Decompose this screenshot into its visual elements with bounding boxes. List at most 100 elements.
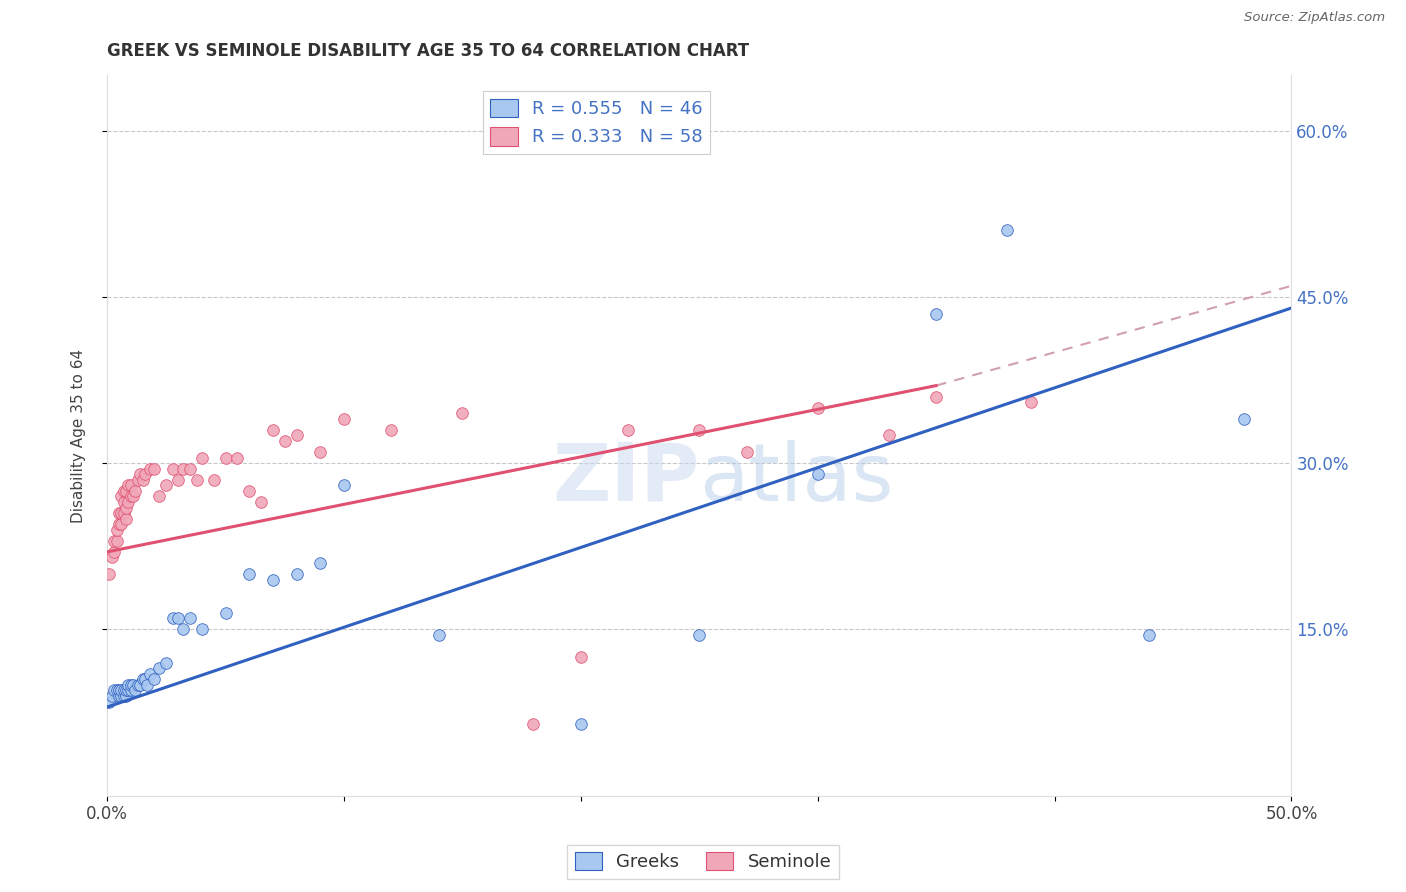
Point (172, 623, 194, 637)
Point (688, 628, 710, 642)
Point (129, 678, 152, 692)
Point (1137, 628, 1160, 642)
Point (238, 567, 260, 582)
Point (274, 434, 297, 448)
Point (262, 423, 284, 437)
Point (138, 666, 160, 681)
Point (522, 716, 544, 731)
Point (98, 567, 121, 582)
Point (333, 412, 356, 426)
Point (120, 678, 142, 692)
Point (226, 450, 249, 465)
Point (115, 511, 138, 525)
Point (735, 445, 758, 459)
Point (285, 428, 308, 442)
Point (250, 495, 273, 509)
Point (120, 478, 142, 492)
Point (143, 673, 166, 687)
Point (155, 478, 177, 492)
Point (380, 423, 402, 437)
Point (115, 500, 138, 515)
Point (122, 490, 145, 504)
Point (105, 523, 128, 537)
Point (108, 689, 131, 703)
Point (120, 490, 142, 504)
Point (202, 473, 225, 487)
Point (103, 533, 125, 548)
Point (569, 716, 592, 731)
Point (105, 683, 128, 698)
Point (162, 611, 184, 625)
Point (131, 673, 153, 687)
Legend: Greeks, Seminole: Greeks, Seminole (568, 845, 838, 879)
Point (143, 461, 166, 475)
Text: Source: ZipAtlas.com: Source: ZipAtlas.com (1244, 11, 1385, 24)
Point (108, 517, 131, 532)
Point (186, 473, 208, 487)
Legend: R = 0.555   N = 46, R = 0.333   N = 58: R = 0.555 N = 46, R = 0.333 N = 58 (484, 92, 710, 153)
Point (148, 490, 170, 504)
Point (112, 683, 135, 698)
Point (112, 689, 135, 703)
Point (191, 623, 214, 637)
Point (108, 506, 131, 520)
Point (101, 550, 124, 565)
Point (155, 656, 177, 670)
Point (136, 678, 159, 692)
Point (214, 606, 236, 620)
Point (807, 467, 830, 482)
Point (108, 683, 131, 698)
Point (925, 390, 948, 404)
Text: atlas: atlas (699, 440, 894, 517)
Point (569, 650, 592, 665)
Point (148, 661, 170, 675)
Point (105, 533, 128, 548)
Point (117, 478, 139, 492)
Point (238, 483, 260, 498)
Point (134, 467, 156, 482)
Point (110, 490, 132, 504)
Point (112, 495, 135, 509)
Point (167, 473, 190, 487)
Point (995, 223, 1018, 237)
Point (103, 545, 125, 559)
Point (112, 506, 135, 520)
Point (427, 628, 450, 642)
Point (98, 694, 121, 708)
Point (451, 406, 474, 420)
Point (112, 483, 135, 498)
Point (172, 461, 194, 475)
Point (127, 678, 149, 692)
Point (191, 450, 214, 465)
Point (309, 445, 332, 459)
Point (877, 428, 900, 442)
Point (309, 556, 332, 570)
Point (110, 517, 132, 532)
Point (117, 683, 139, 698)
Point (129, 467, 152, 482)
Point (134, 673, 156, 687)
Point (285, 567, 308, 582)
Point (617, 423, 640, 437)
Point (1019, 395, 1042, 409)
Point (110, 506, 132, 520)
Point (120, 683, 142, 698)
Point (101, 689, 124, 703)
Point (179, 611, 201, 625)
Point (117, 495, 139, 509)
Text: GREEK VS SEMINOLE DISABILITY AGE 35 TO 64 CORRELATION CHART: GREEK VS SEMINOLE DISABILITY AGE 35 TO 6… (107, 42, 749, 60)
Point (115, 689, 138, 703)
Point (179, 461, 201, 475)
Point (124, 483, 146, 498)
Point (167, 611, 190, 625)
Point (103, 683, 125, 698)
Point (138, 461, 160, 475)
Point (110, 683, 132, 698)
Text: ZIP: ZIP (553, 440, 699, 517)
Point (214, 450, 236, 465)
Point (115, 483, 138, 498)
Point (807, 401, 830, 415)
Point (333, 478, 356, 492)
Point (1233, 412, 1256, 426)
Point (117, 678, 139, 692)
